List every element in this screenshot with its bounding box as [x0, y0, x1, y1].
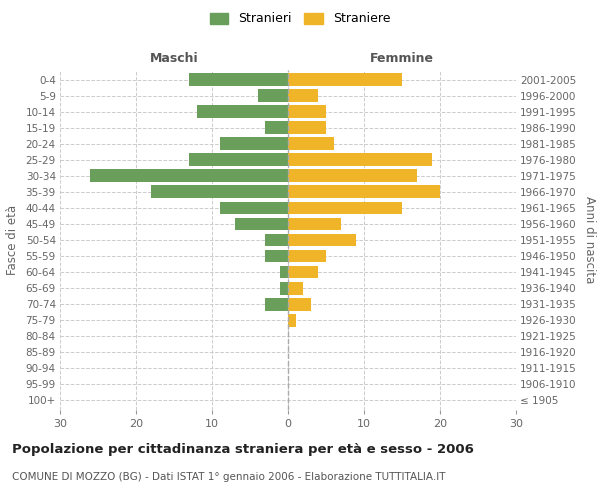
Bar — [288, 186, 440, 198]
Y-axis label: Fasce di età: Fasce di età — [5, 205, 19, 275]
Bar — [288, 298, 311, 310]
Bar — [288, 106, 326, 118]
Bar — [265, 234, 288, 246]
Bar — [288, 154, 433, 166]
Bar — [265, 298, 288, 310]
Bar — [288, 250, 326, 262]
Bar — [189, 73, 288, 86]
Text: COMUNE DI MOZZO (BG) - Dati ISTAT 1° gennaio 2006 - Elaborazione TUTTITALIA.IT: COMUNE DI MOZZO (BG) - Dati ISTAT 1° gen… — [12, 472, 445, 482]
Bar — [257, 89, 288, 102]
Bar — [288, 170, 417, 182]
Bar — [288, 202, 402, 214]
Bar — [220, 138, 288, 150]
Bar — [197, 106, 288, 118]
Bar — [288, 314, 296, 326]
Bar — [151, 186, 288, 198]
Bar — [288, 282, 303, 294]
Bar — [280, 282, 288, 294]
Legend: Stranieri, Straniere: Stranieri, Straniere — [206, 8, 394, 29]
Bar — [288, 138, 334, 150]
Bar — [288, 218, 341, 230]
Text: Femmine: Femmine — [370, 52, 434, 65]
Bar — [288, 266, 319, 278]
Text: Popolazione per cittadinanza straniera per età e sesso - 2006: Popolazione per cittadinanza straniera p… — [12, 442, 474, 456]
Bar — [288, 234, 356, 246]
Bar — [265, 122, 288, 134]
Bar — [265, 250, 288, 262]
Bar — [235, 218, 288, 230]
Bar — [280, 266, 288, 278]
Bar — [189, 154, 288, 166]
Bar — [91, 170, 288, 182]
Bar — [288, 73, 402, 86]
Bar — [288, 122, 326, 134]
Text: Maschi: Maschi — [149, 52, 199, 65]
Bar — [220, 202, 288, 214]
Bar — [288, 89, 319, 102]
Y-axis label: Anni di nascita: Anni di nascita — [583, 196, 596, 284]
